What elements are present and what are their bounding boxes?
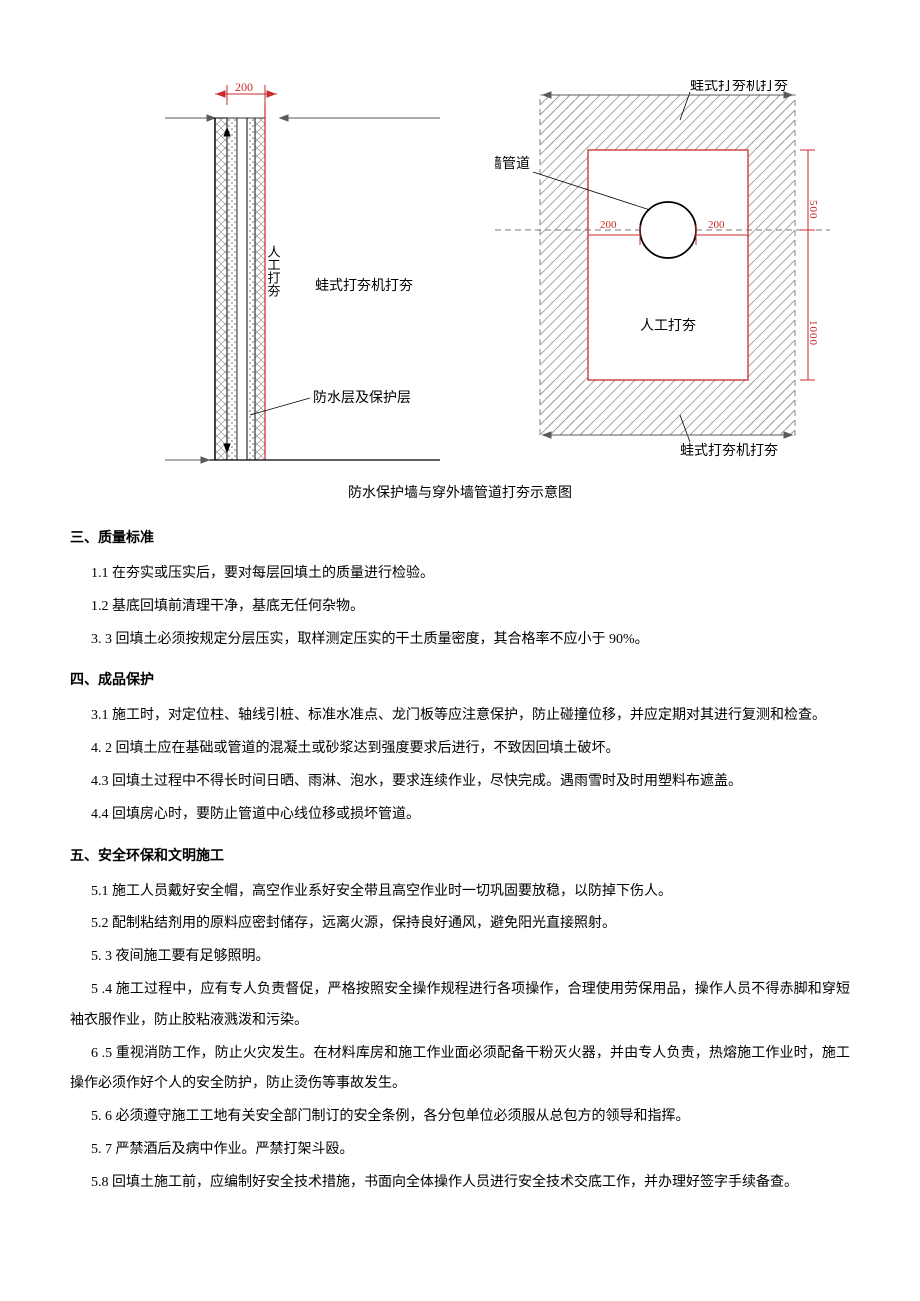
s4-item-0: 3.1 施工时，对定位柱、轴线引桩、标准水准点、龙门板等应注意保护，防止碰撞位移… <box>70 701 850 732</box>
s5-item-4: 6 .5 重视消防工作，防止火灾发生。在材料库房和施工作业面必须配备干粉灭火器，… <box>70 1039 850 1101</box>
dim-200-r: 200 <box>708 219 725 231</box>
diagram-section: 200 <box>70 80 850 470</box>
heading-section3: 三、质量标准 <box>70 527 850 547</box>
diagram-right: 200 200 500 1000 蛙式打夯机打夯 穿外墙管道 <box>495 80 830 470</box>
s5-item-0: 5.1 施工人员戴好安全帽，高空作业系好安全带且高空作业时一切巩固要放稳，以防掉… <box>70 877 850 908</box>
label-frog-tamper-left: 蛙式打夯机打夯 <box>315 277 413 294</box>
label-manual-vert: 人工打夯 <box>266 245 281 298</box>
s5-item-1: 5.2 配制粘结剂用的原料应密封储存，远离火源，保持良好通风，避免阳光直接照射。 <box>70 909 850 940</box>
label-pipe: 穿外墙管道 <box>495 156 530 172</box>
s3-item-0: 1.1 在夯实或压实后，要对每层回填土的质量进行检验。 <box>70 559 850 590</box>
diagram-left: 200 <box>165 80 440 470</box>
label-waterproof: 防水层及保护层 <box>313 390 411 406</box>
s4-item-2: 4.3 回填土过程中不得长时间日晒、雨淋、泡水，要求连续作业，尽快完成。遇雨雪时… <box>70 767 850 798</box>
s5-item-2: 5. 3 夜间施工要有足够照明。 <box>70 942 850 973</box>
dim-1000: 1000 <box>807 320 819 346</box>
left-diagram-svg: 200 <box>165 80 440 465</box>
label-bottom-frog: 蛙式打夯机打夯 <box>680 442 778 459</box>
label-manual-right: 人工打夯 <box>640 317 696 334</box>
heading-section5: 五、安全环保和文明施工 <box>70 845 850 865</box>
s5-item-5: 5. 6 必须遵守施工工地有关安全部门制订的安全条例，各分包单位必须服从总包方的… <box>70 1102 850 1133</box>
diagram-caption: 防水保护墙与穿外墙管道打夯示意图 <box>70 482 850 502</box>
s3-item-1: 1.2 基底回填前清理干净，基底无任何杂物。 <box>70 592 850 623</box>
s5-item-3: 5 .4 施工过程中，应有专人负责督促，严格按照安全操作规程进行各项操作，合理使… <box>70 975 850 1037</box>
s4-item-1: 4. 2 回填土应在基础或管道的混凝土或砂浆达到强度要求后进行，不致因回填土破坏… <box>70 734 850 765</box>
s3-item-2: 3. 3 回填土必须按规定分层压实，取样测定压实的干土质量密度，其合格率不应小于… <box>70 625 850 656</box>
s5-item-7: 5.8 回填土施工前，应编制好安全技术措施，书面向全体操作人员进行安全技术交底工… <box>70 1168 850 1199</box>
dim-200-left: 200 <box>235 80 253 94</box>
heading-section4: 四、成品保护 <box>70 669 850 689</box>
right-diagram-svg: 200 200 500 1000 蛙式打夯机打夯 穿外墙管道 <box>495 80 830 465</box>
s5-item-6: 5. 7 严禁酒后及病中作业。严禁打架斗殴。 <box>70 1135 850 1166</box>
dim-500: 500 <box>807 200 819 220</box>
dim-200-l: 200 <box>600 219 617 231</box>
s4-item-3: 4.4 回填房心时，要防止管道中心线位移或损坏管道。 <box>70 800 850 831</box>
label-top-frog: 蛙式打夯机打夯 <box>690 80 788 94</box>
